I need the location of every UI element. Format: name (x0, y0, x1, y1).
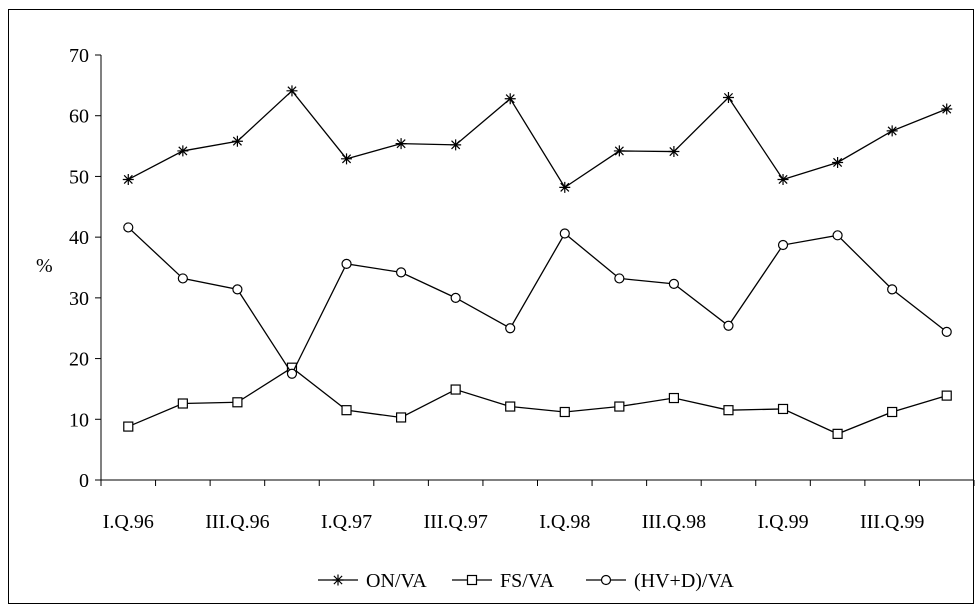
data-point (122, 173, 134, 185)
data-point (177, 398, 188, 409)
data-point (395, 138, 407, 150)
data-point (668, 278, 680, 289)
data-point (668, 146, 680, 158)
data-point (177, 145, 189, 157)
data-point (723, 405, 734, 416)
series-1 (123, 362, 952, 439)
data-point (341, 405, 352, 416)
data-point (559, 228, 570, 239)
y-tick-label: 70 (69, 45, 89, 67)
y-tick-label: 10 (69, 409, 89, 431)
data-point (232, 397, 243, 408)
legend: ON/VA FS/VA (HV+D)/VA (318, 570, 734, 592)
legend-label: (HV+D)/VA (634, 570, 734, 592)
data-point (504, 93, 516, 105)
data-point (777, 239, 789, 251)
x-tick-label: I.Q.99 (757, 511, 808, 533)
legend-marker (600, 574, 612, 586)
y-axis-label: % (36, 255, 53, 277)
data-point (123, 421, 134, 432)
series-2 (123, 222, 952, 379)
data-point (941, 103, 953, 115)
axes: 0 10 20 30 40 50 60 70 I.Q.96 III.Q.96 I.Q.97 III.Q… (69, 45, 975, 533)
data-point (832, 156, 844, 168)
data-point (559, 406, 570, 418)
data-point (941, 326, 952, 337)
legend-marker (466, 574, 478, 586)
data-point (832, 428, 843, 439)
series-0 (122, 85, 953, 193)
legend-item: FS/VA (452, 570, 555, 592)
y-tick-label: 30 (69, 288, 89, 310)
x-tick-label: III.Q.99 (860, 511, 924, 533)
x-tick-label: III.Q.97 (423, 511, 487, 533)
data-point (177, 273, 188, 284)
data-point (231, 135, 243, 147)
series-layer (122, 85, 953, 439)
data-point (232, 284, 243, 295)
data-point (341, 258, 352, 269)
data-point (341, 153, 353, 165)
x-tick-label: I.Q.96 (103, 511, 154, 533)
legend-label: ON/VA (366, 570, 427, 592)
data-point (395, 412, 407, 423)
data-point (722, 92, 734, 103)
data-point (941, 390, 952, 401)
data-point (450, 139, 462, 151)
data-point (450, 384, 461, 395)
data-point (614, 273, 625, 284)
y-tick-label: 50 (69, 166, 89, 188)
data-point (668, 392, 680, 404)
data-point (395, 267, 407, 278)
data-point (723, 320, 734, 331)
x-tick-label: I.Q.98 (539, 511, 590, 533)
y-tick-label: 60 (69, 106, 89, 128)
x-tick-label: III.Q.98 (642, 511, 706, 533)
data-point (777, 403, 789, 415)
y-tick-label: 40 (69, 227, 89, 249)
data-point (614, 401, 625, 412)
y-tick-label: 20 (69, 349, 89, 371)
legend-label: FS/VA (500, 570, 555, 592)
legend-marker (332, 574, 344, 586)
data-point (887, 284, 898, 295)
chart-frame (8, 9, 974, 604)
data-point (886, 125, 898, 137)
data-point (450, 292, 461, 303)
x-tick-label: I.Q.97 (321, 511, 372, 533)
data-point (505, 323, 516, 334)
legend-item: (HV+D)/VA (586, 570, 734, 592)
data-point (777, 173, 789, 185)
data-point (559, 181, 571, 193)
legend-item: ON/VA (318, 570, 427, 592)
series-line (127, 89, 947, 189)
data-point (613, 145, 625, 157)
data-point (286, 368, 298, 379)
series-line (127, 226, 948, 376)
data-point (286, 85, 298, 97)
data-point (887, 406, 898, 418)
data-point (832, 230, 843, 241)
y-tick-label: 0 (79, 470, 89, 492)
series-line (128, 366, 947, 435)
data-point (505, 401, 516, 412)
data-point (123, 222, 134, 233)
x-tick-label: III.Q.96 (205, 511, 269, 533)
